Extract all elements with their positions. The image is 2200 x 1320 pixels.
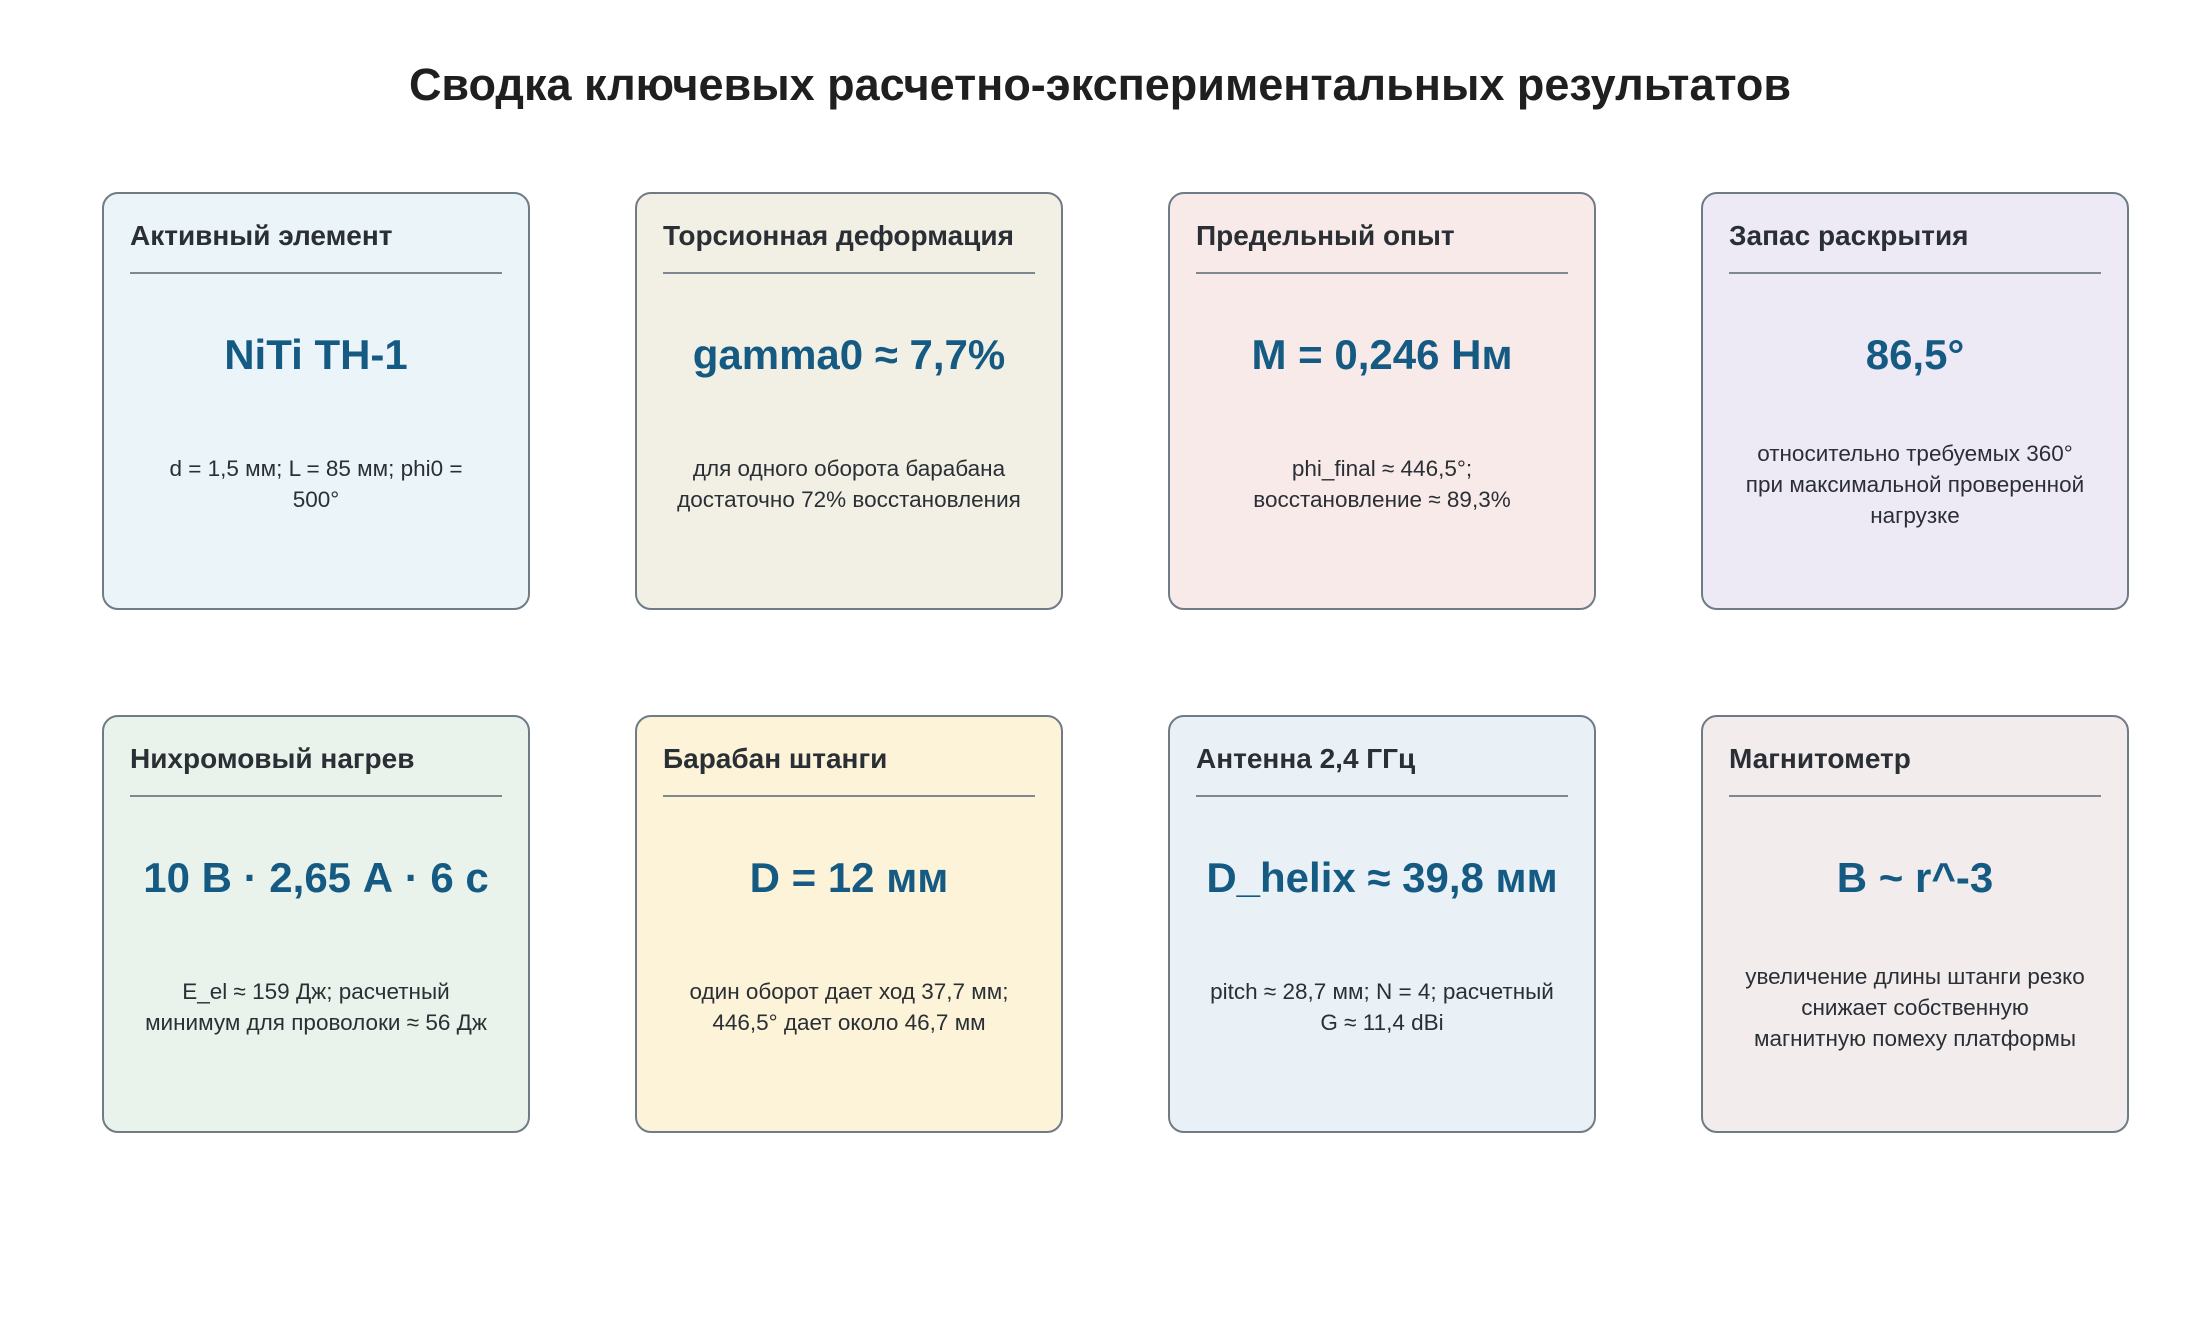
card-note: для одного оборота барабана достаточно 7… xyxy=(677,414,1021,554)
card-note-text: увеличение длины штанги резко снижает со… xyxy=(1745,963,2085,1051)
card-title: Запас раскрытия xyxy=(1729,220,1969,251)
card-note: pitch ≈ 28,7 мм; N = 4; расчетный G ≈ 11… xyxy=(1210,937,1554,1077)
card-value: B ~ r^-3 xyxy=(1836,854,1994,901)
card-antenna: Антенна 2,4 ГГц D_helix ≈ 39,8 мм pitch … xyxy=(1168,715,1596,1133)
card-deploy-margin: Запас раскрытия 86,5° относительно требу… xyxy=(1701,192,2129,610)
card-note-text: d = 1,5 мм; L = 85 мм; phi0 = 500° xyxy=(169,456,463,512)
card-divider xyxy=(1196,795,1568,797)
card-limit-test: Предельный опыт M = 0,246 Нм phi_final ≈… xyxy=(1168,192,1596,610)
card-title: Активный элемент xyxy=(130,220,393,251)
card-title: Магнитометр xyxy=(1729,743,1911,774)
card-value: M = 0,246 Нм xyxy=(1251,331,1513,378)
card-divider xyxy=(663,795,1035,797)
card-value: 86,5° xyxy=(1865,331,1965,378)
card-note-text: phi_final ≈ 446,5°; восстановление ≈ 89,… xyxy=(1253,456,1511,512)
card-title: Торсионная деформация xyxy=(663,220,1014,251)
card-divider xyxy=(1729,272,2101,274)
card-nichrome-heating: Нихромовый нагрев 10 В · 2,65 А · 6 с E_… xyxy=(102,715,530,1133)
card-value: 10 В · 2,65 А · 6 с xyxy=(143,854,489,901)
card-divider xyxy=(130,272,502,274)
card-note: d = 1,5 мм; L = 85 мм; phi0 = 500° xyxy=(144,414,488,554)
card-value: D_helix ≈ 39,8 мм xyxy=(1206,854,1558,901)
card-value: gamma0 ≈ 7,7% xyxy=(692,331,1006,378)
card-divider xyxy=(663,272,1035,274)
card-note: относительно требуемых 360° при максимал… xyxy=(1743,414,2087,554)
card-divider xyxy=(1729,795,2101,797)
page-title: Сводка ключевых расчетно-экспериментальн… xyxy=(408,59,1792,110)
card-magnetometer: Магнитометр B ~ r^-3 увеличение длины шт… xyxy=(1701,715,2129,1133)
card-note-text: E_el ≈ 159 Дж; расчетный минимум для про… xyxy=(145,979,487,1035)
card-note: один оборот дает ход 37,7 мм; 446,5° дае… xyxy=(677,937,1021,1077)
card-note-text: для одного оборота барабана достаточно 7… xyxy=(677,456,1021,512)
card-note: увеличение длины штанги резко снижает со… xyxy=(1743,937,2087,1077)
card-divider xyxy=(130,795,502,797)
card-boom-drum: Барабан штанги D = 12 мм один оборот дае… xyxy=(635,715,1063,1133)
card-value: NiTi TH-1 xyxy=(224,331,408,378)
card-title: Антенна 2,4 ГГц xyxy=(1196,743,1416,774)
card-title: Нихромовый нагрев xyxy=(130,743,415,774)
card-note: E_el ≈ 159 Дж; расчетный минимум для про… xyxy=(144,937,488,1077)
card-title: Предельный опыт xyxy=(1196,220,1455,251)
card-torsion-strain: Торсионная деформация gamma0 ≈ 7,7% для … xyxy=(635,192,1063,610)
card-note: phi_final ≈ 446,5°; восстановление ≈ 89,… xyxy=(1210,414,1554,554)
card-note-text: относительно требуемых 360° при максимал… xyxy=(1745,440,2085,528)
card-active-element: Активный элемент NiTi TH-1 d = 1,5 мм; L… xyxy=(102,192,530,610)
card-value: D = 12 мм xyxy=(749,854,949,901)
card-note-text: pitch ≈ 28,7 мм; N = 4; расчетный G ≈ 11… xyxy=(1210,979,1554,1035)
card-divider xyxy=(1196,272,1568,274)
card-title: Барабан штанги xyxy=(663,743,888,774)
card-note-text: один оборот дает ход 37,7 мм; 446,5° дае… xyxy=(689,979,1009,1035)
